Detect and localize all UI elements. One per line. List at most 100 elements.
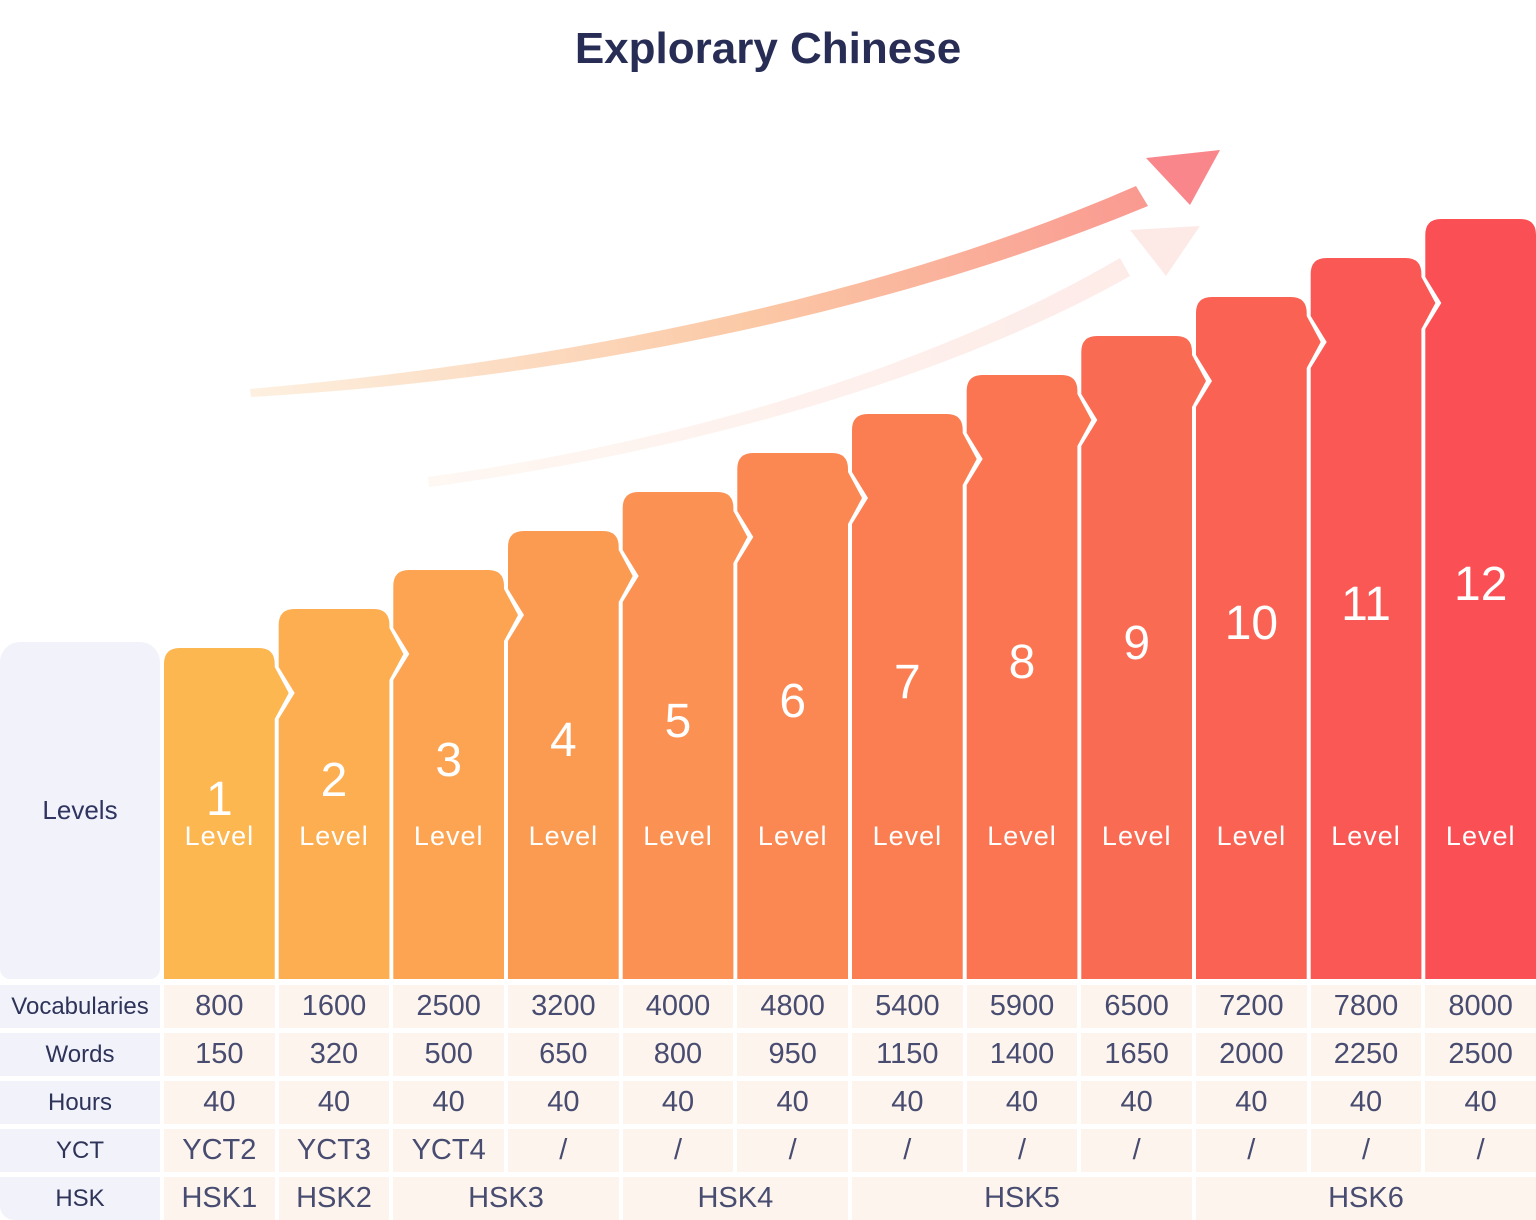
bar-number: 2 — [321, 754, 348, 807]
bar-number: 9 — [1123, 617, 1150, 670]
table-cell-hsk: HSK4 — [622, 1177, 848, 1220]
table-cell: 650 — [507, 1033, 619, 1076]
table-cell: 40 — [1425, 1081, 1536, 1124]
bar-number: 11 — [1341, 578, 1391, 631]
table-cell: 40 — [737, 1081, 848, 1124]
bar-label: Level — [1102, 821, 1172, 851]
bar-label: Level — [1446, 821, 1516, 851]
table-cell: 40 — [622, 1081, 734, 1124]
page-title: Explorary Chinese — [574, 24, 962, 73]
bar-level-3: 3 Level — [393, 570, 518, 979]
bar-label: Level — [185, 821, 255, 851]
table-cell: / — [507, 1129, 619, 1172]
bar-shape — [1310, 258, 1436, 979]
bar-number: 8 — [1009, 636, 1036, 689]
table-cell: 2500 — [393, 985, 504, 1028]
table-cell-hsk: HSK2 — [278, 1177, 390, 1220]
bar-number: 3 — [435, 734, 462, 787]
table-cell: YCT3 — [278, 1129, 390, 1172]
table-cell: YCT2 — [164, 1129, 275, 1172]
bar-label: Level — [1217, 821, 1287, 851]
table-cell: / — [1081, 1129, 1192, 1172]
table-cell: 40 — [966, 1081, 1078, 1124]
table-cell: / — [1310, 1129, 1422, 1172]
bar-level-4: 4 Level — [508, 531, 633, 979]
bar-shape — [164, 648, 289, 979]
table-cell: 800 — [622, 1033, 734, 1076]
bar-level-12: 12 Level — [1425, 219, 1536, 979]
bar-label: Level — [414, 821, 484, 851]
bar-shape — [737, 453, 862, 979]
bar-shape — [278, 609, 404, 979]
table-cell: 800 — [164, 985, 275, 1028]
table-cell: 4000 — [622, 985, 734, 1028]
table-cell: 5400 — [851, 985, 963, 1028]
table-cell: 40 — [1081, 1081, 1192, 1124]
table-cell: 40 — [393, 1081, 504, 1124]
table-cell: 1400 — [966, 1033, 1078, 1076]
levels-table: Vocabularies 800 1600 2500 3200 4000 480… — [0, 985, 1536, 1220]
bar-level-9: 9 Level — [1081, 336, 1206, 979]
table-cell: / — [622, 1129, 734, 1172]
table-cell: 150 — [164, 1033, 275, 1076]
bar-label: Level — [987, 821, 1057, 851]
table-cell: 1150 — [851, 1033, 963, 1076]
bar-level-1: 1 Level — [164, 648, 289, 979]
bar-label: Level — [758, 821, 828, 851]
bar-number: 6 — [779, 675, 806, 728]
row-header-words: Words — [0, 1033, 160, 1076]
bar-number: 4 — [550, 714, 577, 767]
table-cell: 2000 — [1195, 1033, 1307, 1076]
bar-shape — [1081, 336, 1206, 979]
table-cell: 7800 — [1310, 985, 1422, 1028]
bar-level-2: 2 Level — [278, 609, 404, 979]
row-header-hours: Hours — [0, 1081, 160, 1124]
table-cell: / — [737, 1129, 848, 1172]
table-cell: 7200 — [1195, 985, 1307, 1028]
bar-shape — [622, 492, 748, 979]
bar-label: Level — [643, 821, 713, 851]
table-cell: 40 — [851, 1081, 963, 1124]
table-cell: 500 — [393, 1033, 504, 1076]
table-cell-hsk: HSK3 — [393, 1177, 619, 1220]
levels-axis-label: Levels — [0, 642, 160, 979]
bar-shape — [1425, 219, 1536, 979]
row-header-hsk: HSK — [0, 1177, 160, 1220]
table-cell: 1650 — [1081, 1033, 1192, 1076]
bar-label: Level — [873, 821, 943, 851]
row-header-yct: YCT — [0, 1129, 160, 1172]
bar-level-7: 7 Level — [852, 414, 977, 979]
bar-shape — [966, 375, 1092, 979]
table-cell: 40 — [1310, 1081, 1422, 1124]
table-cell: 40 — [164, 1081, 275, 1124]
table-cell: / — [851, 1129, 963, 1172]
bar-label: Level — [299, 821, 369, 851]
row-header-vocabularies: Vocabularies — [0, 985, 160, 1028]
bar-shape — [1196, 297, 1321, 979]
bar-level-11: 11 Level — [1310, 258, 1436, 979]
bar-number: 7 — [894, 656, 921, 709]
table-cell: 950 — [737, 1033, 848, 1076]
table-cell: 4800 — [737, 985, 848, 1028]
table-cell: 40 — [507, 1081, 619, 1124]
table-cell: 5900 — [966, 985, 1078, 1028]
bar-level-6: 6 Level — [737, 453, 862, 979]
bar-level-8: 8 Level — [966, 375, 1092, 979]
bar-shape — [508, 531, 633, 979]
table-cell: 320 — [278, 1033, 390, 1076]
bar-number: 10 — [1225, 597, 1278, 650]
levels-bar-chart: 1 Level 2 Level 3 Level 4 Level 5 Level … — [164, 219, 1536, 979]
bar-number: 12 — [1454, 558, 1507, 611]
table-cell: 3200 — [507, 985, 619, 1028]
table-cell: / — [1425, 1129, 1536, 1172]
table-cell: 1600 — [278, 985, 390, 1028]
bar-level-5: 5 Level — [622, 492, 748, 979]
table-cell: 40 — [278, 1081, 390, 1124]
levels-axis-label-text: Levels — [42, 795, 118, 825]
table-cell: 8000 — [1425, 985, 1536, 1028]
table-cell-hsk: HSK5 — [851, 1177, 1192, 1220]
table-cell: / — [966, 1129, 1078, 1172]
table-cell: / — [1195, 1129, 1307, 1172]
bar-number: 5 — [665, 695, 692, 748]
